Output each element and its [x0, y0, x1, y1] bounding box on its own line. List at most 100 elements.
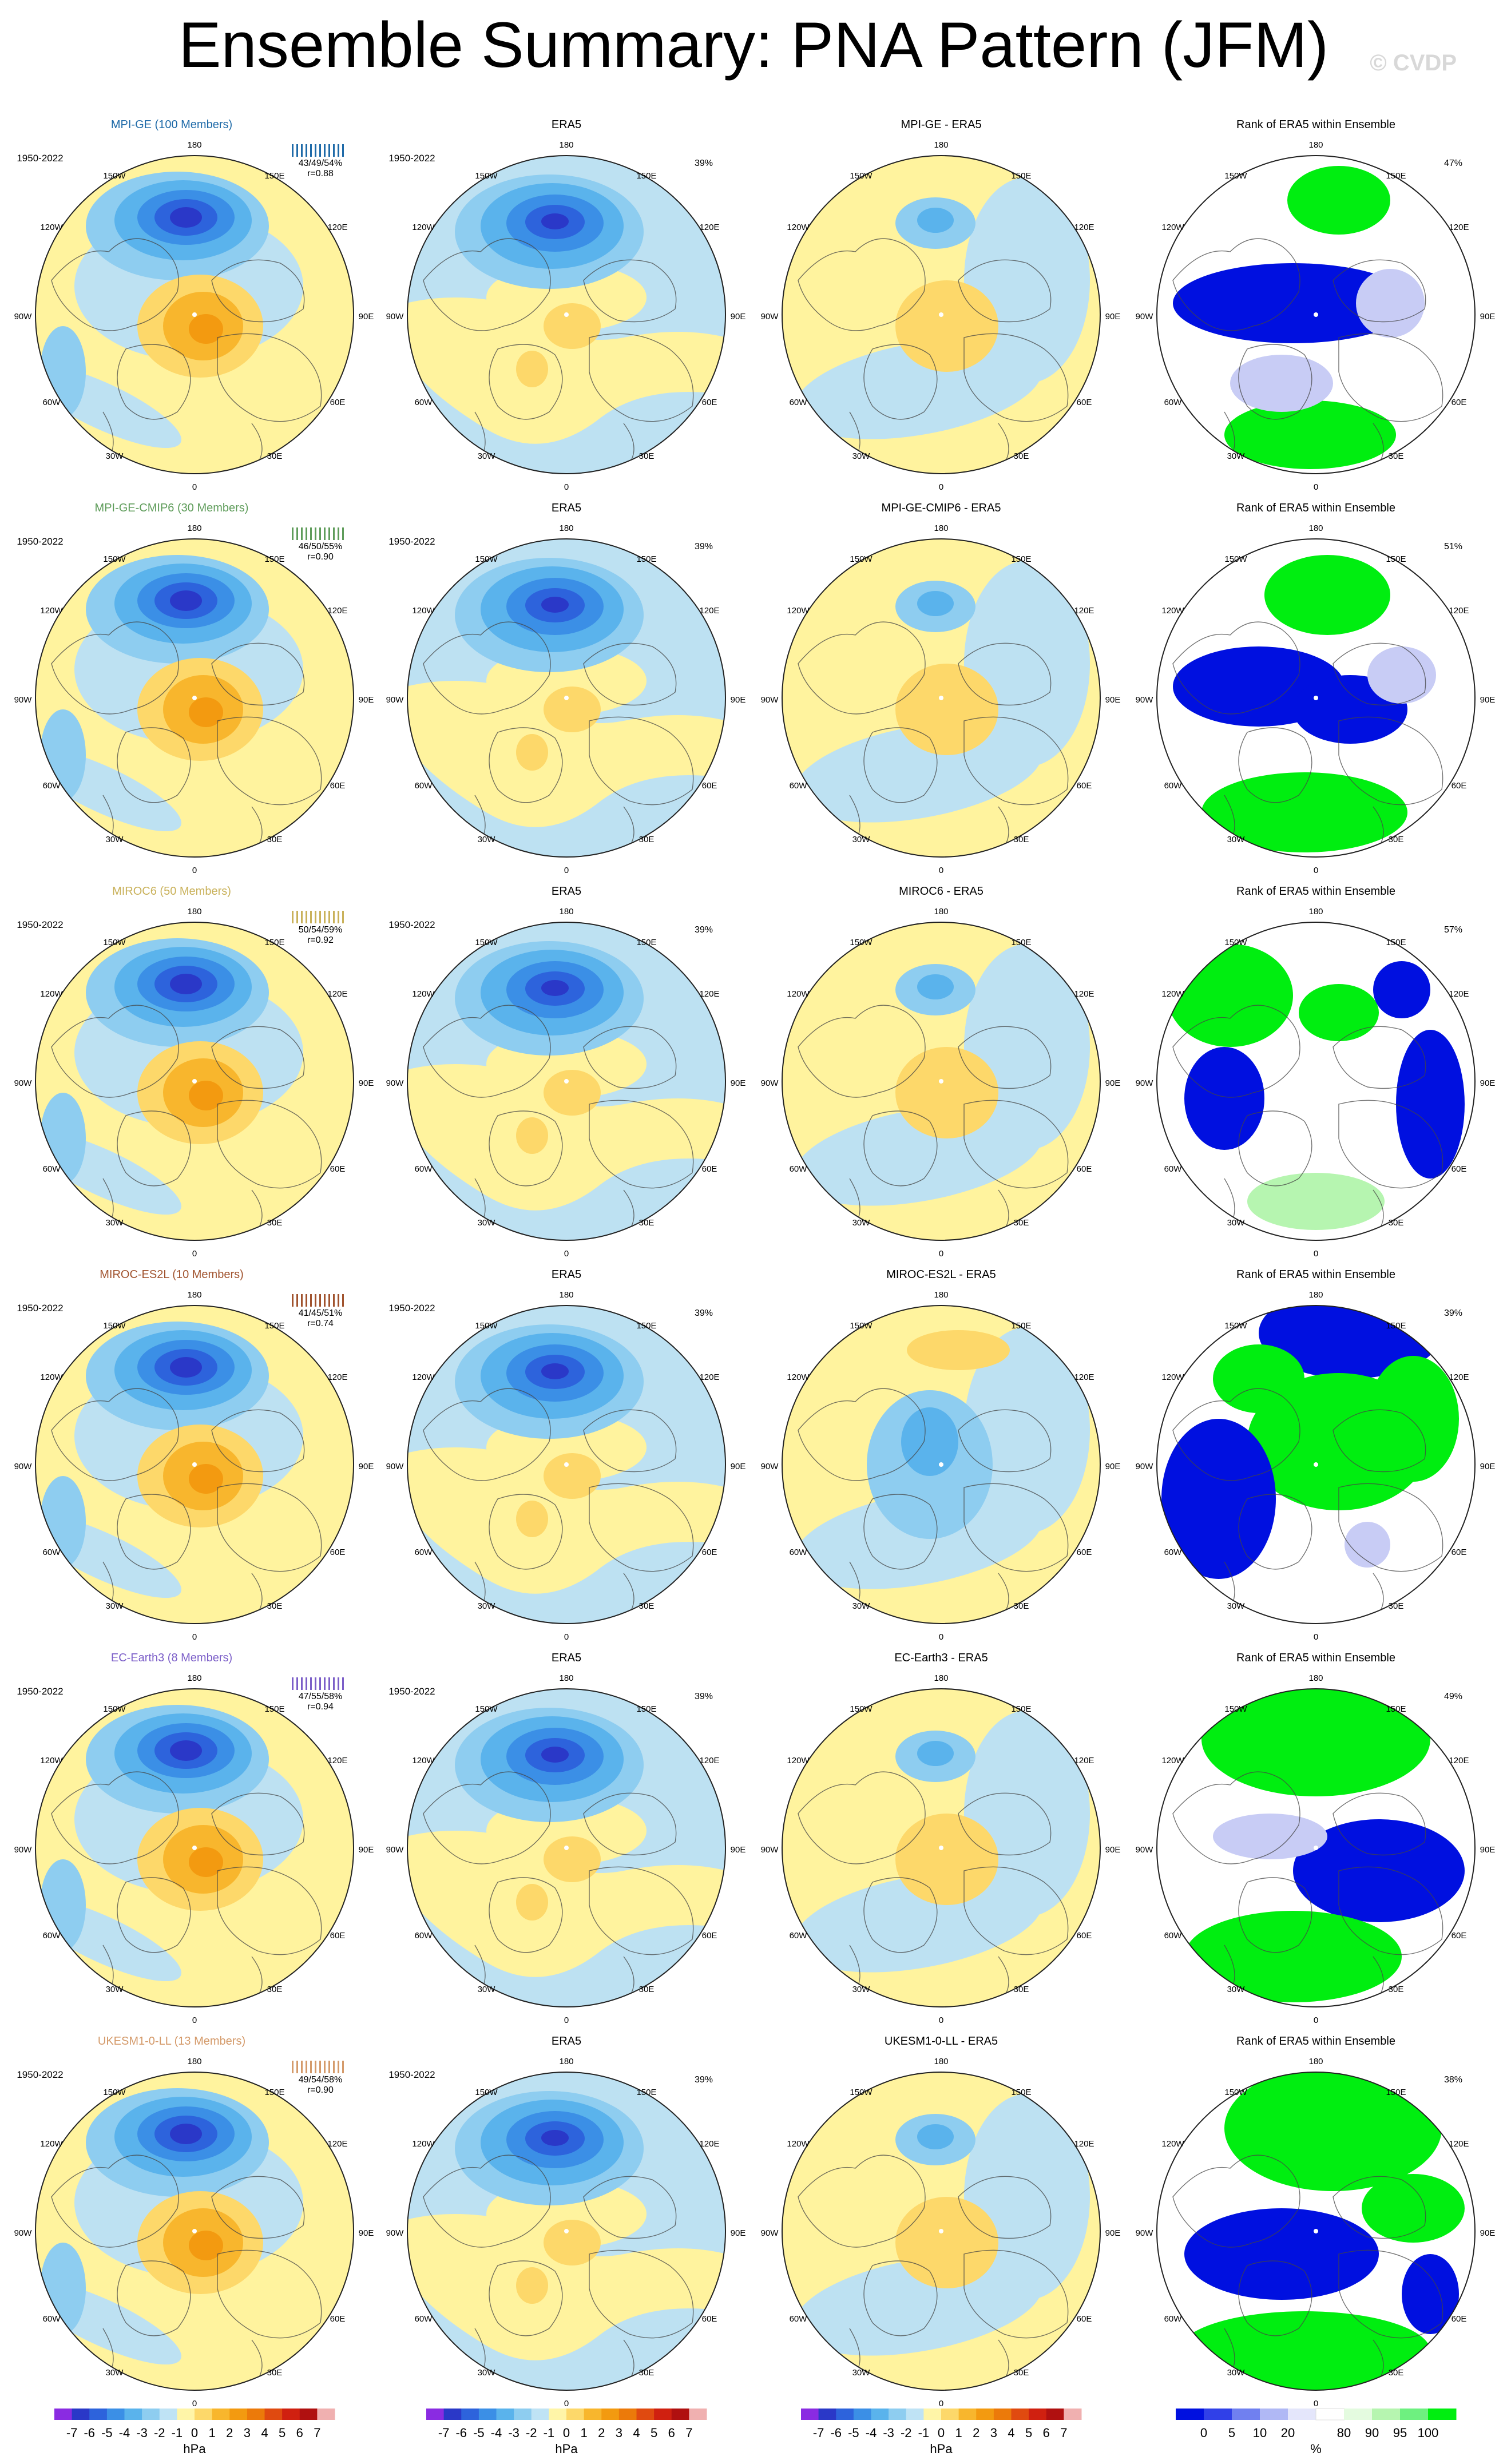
- colorbar-unit: hPa: [183, 2442, 206, 2456]
- colorbar-swatch: [566, 2409, 585, 2420]
- neg-core: [541, 597, 569, 613]
- colorbar-swatch: [54, 2409, 73, 2420]
- map-field: [407, 1689, 725, 2007]
- lon-label-0: 0: [192, 482, 197, 492]
- lon-label-150w: 150W: [1224, 2088, 1247, 2097]
- lon-label-150e: 150E: [264, 2088, 284, 2097]
- lon-label-30w: 30W: [106, 1218, 124, 1228]
- lon-label-120w: 120W: [412, 606, 435, 616]
- spread-tick: [319, 2061, 321, 2073]
- colorbar-swatch: [89, 2409, 108, 2420]
- colorbar-tick: -2: [526, 2426, 537, 2440]
- lon-label-150w: 150W: [850, 938, 873, 947]
- lon-label-120e: 120E: [1449, 606, 1469, 616]
- pos-small: [544, 2220, 601, 2265]
- spread-tick: [306, 2061, 307, 2073]
- lon-label-30w: 30W: [1227, 1218, 1246, 1228]
- lon-label-150e: 150E: [1386, 2088, 1406, 2097]
- colorbar-swatch: [426, 2409, 445, 2420]
- lon-label-150w: 150W: [850, 1321, 873, 1331]
- lon-label-30w: 30W: [852, 2368, 871, 2378]
- pos-small: [516, 734, 548, 771]
- colorbar-tick: 5: [1025, 2426, 1032, 2440]
- pos-region: [895, 1814, 998, 1905]
- coastline: [51, 621, 179, 715]
- lon-label-120w: 120W: [787, 989, 810, 999]
- colorbar-tick: 5: [279, 2426, 285, 2440]
- colorbar-swatch: [195, 2409, 213, 2420]
- spread-tick: [338, 2061, 339, 2073]
- rank-light-region: [1247, 1173, 1385, 1230]
- difference-title: EC-Earth3 - ERA5: [894, 1652, 988, 1664]
- map-border: [782, 538, 1101, 858]
- map-field: [1157, 1689, 1475, 2007]
- lon-label-90e: 90E: [731, 1845, 746, 1855]
- neg-region: [794, 1872, 1043, 1973]
- lon-label-120e: 120E: [699, 223, 719, 232]
- lon-label-150w: 150W: [1224, 938, 1247, 947]
- lon-label-0: 0: [1314, 2399, 1318, 2409]
- rank-mid-region: [1356, 269, 1425, 338]
- pos-core: [189, 1081, 223, 1110]
- neg-core: [170, 590, 202, 611]
- lon-label-60e: 60E: [330, 1548, 346, 1557]
- coastline: [798, 621, 926, 715]
- coastline: [798, 1005, 926, 1098]
- north-pole-marker: [564, 2229, 569, 2233]
- lon-label-180: 180: [934, 2057, 948, 2066]
- rank-pct-area: 38%: [1444, 2075, 1462, 2085]
- coastline: [217, 716, 322, 806]
- spread-tick: [324, 1294, 326, 1307]
- lon-label-90w: 90W: [761, 1845, 779, 1855]
- colorbar-swatch: [1204, 2409, 1232, 2420]
- lon-label-120e: 120E: [1449, 1372, 1469, 1382]
- lon-label-30e: 30E: [1389, 1601, 1404, 1611]
- spread-tick: [310, 144, 312, 157]
- neg-core: [541, 980, 569, 996]
- colorbar-swatch: [1315, 2408, 1345, 2421]
- colorbar-swatch: [478, 2409, 497, 2420]
- spread-tick: [301, 144, 303, 157]
- colorbar-tick: -1: [544, 2426, 555, 2440]
- spread-tick: [310, 1294, 312, 1307]
- lon-label-150e: 150E: [1011, 938, 1031, 947]
- north-pole-marker: [1314, 1846, 1318, 1850]
- lon-label-150w: 150W: [475, 1704, 498, 1714]
- pos-small: [516, 1884, 548, 1921]
- period-label: 1950-2022: [388, 1686, 435, 1697]
- colorbar-swatch: [531, 2409, 549, 2420]
- coastline: [117, 1877, 191, 1953]
- lon-label-90w: 90W: [1136, 1078, 1154, 1088]
- lon-label-150e: 150E: [1386, 171, 1406, 181]
- north-pole-marker: [192, 1462, 197, 1467]
- spread-tick: [324, 2061, 326, 2073]
- lon-label-150e: 150E: [1386, 938, 1406, 947]
- colorbar-tick: -4: [491, 2426, 502, 2440]
- coastline: [963, 1100, 1069, 1189]
- lon-label-90e: 90E: [359, 312, 374, 322]
- colorbar-tick: 1: [955, 2426, 962, 2440]
- colorbar-tick: -5: [473, 2426, 485, 2440]
- lon-label-0: 0: [939, 2399, 943, 2409]
- map-border: [782, 1305, 1101, 1624]
- colorbar-tick: 10: [1253, 2426, 1267, 2440]
- colorbar-tick: -3: [136, 2426, 148, 2440]
- lon-label-90w: 90W: [386, 1462, 404, 1471]
- coastline: [51, 1005, 179, 1098]
- lon-label-0: 0: [1314, 482, 1318, 492]
- lon-label-30e: 30E: [267, 1985, 283, 1994]
- lon-label-150w: 150W: [1224, 1704, 1247, 1714]
- neg-core: [541, 1363, 569, 1379]
- colorbar-swatch: [1046, 2409, 1064, 2420]
- lon-label-30w: 30W: [478, 1218, 496, 1228]
- coastline: [583, 1792, 677, 1856]
- colorbar-tick: 2: [973, 2426, 979, 2440]
- coastline: [217, 333, 322, 422]
- colorbar-tick: -2: [901, 2426, 912, 2440]
- lon-label-180: 180: [187, 1290, 201, 1300]
- era5-pct-variance: 39%: [695, 1308, 713, 1318]
- lon-label-60e: 60E: [1077, 1548, 1092, 1557]
- pos-core: [189, 1464, 223, 1494]
- colorbar-tick: 4: [261, 2426, 268, 2440]
- coastline: [958, 2176, 1052, 2239]
